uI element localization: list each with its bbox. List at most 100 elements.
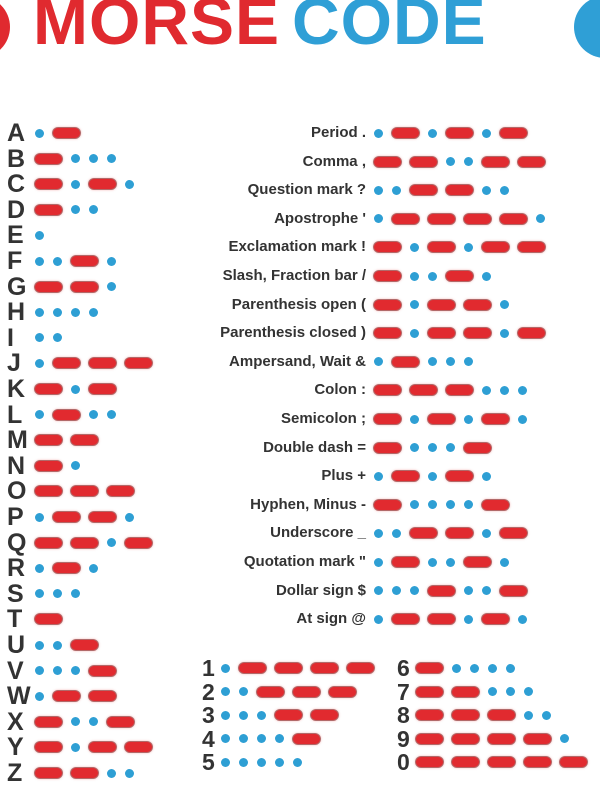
dash-icon	[53, 563, 80, 574]
morse-sequence	[35, 768, 134, 778]
dash-icon	[452, 757, 479, 767]
dash-icon	[53, 512, 80, 522]
dash-icon	[71, 486, 98, 497]
dash-icon	[446, 385, 473, 396]
dash-icon	[446, 471, 473, 482]
dot-icon	[71, 179, 80, 189]
digit-label: 1	[202, 655, 215, 681]
dash-icon	[428, 299, 455, 310]
dash-icon	[35, 384, 62, 394]
dot-icon	[53, 256, 62, 266]
letter-row: F	[7, 249, 116, 274]
punctuation-label: Plus +	[321, 467, 366, 485]
dash-icon	[392, 471, 419, 482]
dot-icon	[53, 333, 62, 343]
morse-sequence	[374, 385, 527, 396]
morse-sequence	[416, 710, 551, 720]
punctuation-row	[374, 436, 491, 460]
dash-icon	[374, 271, 401, 281]
dot-icon	[536, 214, 545, 224]
dash-icon	[347, 663, 374, 673]
punctuation-row	[374, 464, 491, 488]
dot-icon	[464, 242, 473, 252]
letter-row: Q	[7, 530, 152, 555]
punctuation-row	[374, 293, 509, 317]
letter-row: B	[7, 146, 116, 171]
dot-icon	[107, 768, 116, 778]
letter-row: L	[7, 402, 116, 427]
morse-sequence	[374, 128, 527, 138]
letter-row: U	[7, 633, 98, 658]
letter-row: E	[7, 223, 44, 248]
dot-icon	[374, 185, 383, 195]
dash-icon	[71, 537, 98, 548]
letter-label: I	[7, 323, 14, 352]
morse-sequence	[35, 230, 44, 240]
dot-icon	[482, 528, 491, 538]
dot-icon	[221, 734, 230, 743]
dot-icon	[374, 471, 383, 481]
dot-icon	[464, 157, 473, 167]
punctuation-label: At sign @	[296, 610, 366, 628]
dot-icon	[89, 563, 98, 573]
dash-icon	[518, 328, 545, 339]
letter-label: Z	[7, 759, 23, 787]
dash-icon	[107, 716, 134, 727]
dash-icon	[392, 213, 419, 224]
dash-icon	[482, 614, 509, 625]
digit-label: 4	[202, 725, 215, 752]
dash-icon	[392, 614, 419, 625]
morse-sequence	[374, 271, 491, 281]
dot-icon	[482, 586, 491, 596]
morse-sequence	[35, 486, 134, 497]
dash-icon	[35, 460, 62, 471]
dot-icon	[482, 271, 491, 281]
dot-icon	[239, 687, 248, 696]
punctuation-row	[374, 407, 527, 431]
dash-icon	[482, 242, 509, 253]
dot-icon	[410, 242, 419, 252]
morse-sequence	[35, 435, 98, 446]
letter-row: I	[7, 323, 62, 352]
dash-icon	[428, 328, 455, 339]
morse-sequence	[416, 663, 515, 673]
dot-icon	[89, 717, 98, 727]
dot-icon	[464, 414, 473, 424]
dot-icon	[35, 256, 44, 266]
letter-label: X	[7, 707, 24, 736]
morse-sequence	[416, 733, 569, 744]
dot-icon	[71, 742, 80, 752]
dash-icon	[446, 185, 473, 196]
morse-sequence	[35, 256, 116, 266]
dot-icon	[446, 500, 455, 510]
title-word-morse: MORSE	[33, 0, 281, 58]
morse-sequence	[374, 185, 509, 196]
dot-icon	[518, 385, 527, 395]
dash-icon	[500, 213, 527, 224]
punctuation-label: Colon :	[314, 381, 366, 399]
dash-icon	[71, 435, 98, 446]
letter-label: J	[7, 349, 21, 378]
dash-icon	[311, 710, 338, 720]
dot-icon	[446, 443, 455, 453]
morse-sequence	[35, 512, 134, 522]
dash-icon	[464, 328, 491, 339]
number-row: 2	[202, 680, 356, 704]
punctuation-label: Double dash =	[263, 438, 366, 456]
dot-icon	[518, 614, 527, 624]
morse-sequence	[35, 460, 80, 471]
dot-icon	[518, 414, 527, 424]
dash-icon	[35, 716, 62, 727]
dot-icon	[35, 230, 44, 240]
dot-icon	[482, 185, 491, 195]
morse-sequence	[35, 537, 152, 548]
letter-row: H	[7, 300, 98, 325]
dash-icon	[89, 384, 116, 394]
dot-icon	[221, 757, 230, 767]
dot-icon	[53, 666, 62, 676]
dash-icon	[464, 442, 491, 453]
dash-icon	[89, 742, 116, 753]
punctuation-row	[374, 607, 527, 631]
dash-icon	[410, 185, 437, 196]
dash-icon	[257, 686, 284, 697]
